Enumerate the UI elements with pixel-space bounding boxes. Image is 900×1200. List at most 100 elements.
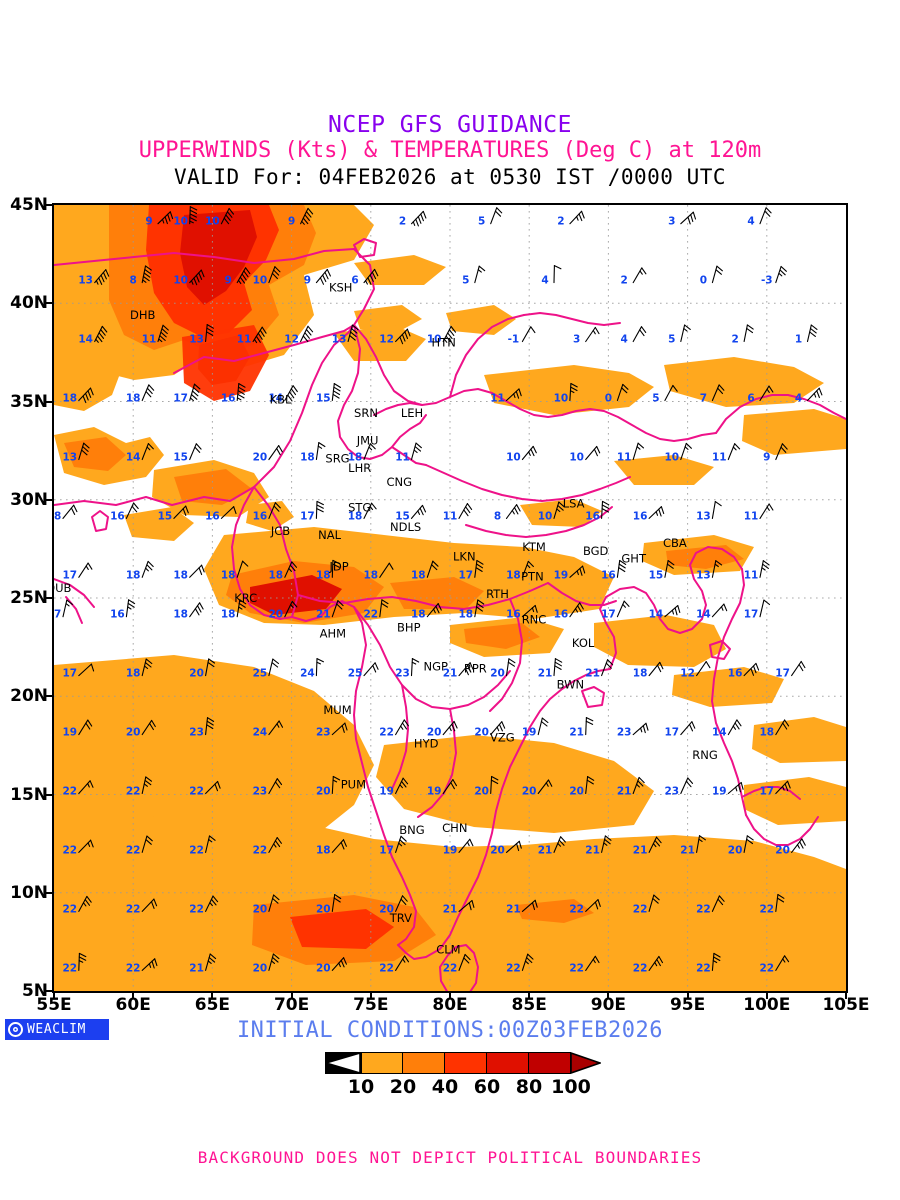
temperature-value: 23 [664, 786, 679, 798]
weaclim-logo-badge[interactable]: WEACLIM [5, 1019, 109, 1040]
wind-barb [632, 442, 645, 461]
map-gridlines [54, 205, 846, 991]
city-label: SRN [354, 406, 378, 420]
city-label: STG [348, 501, 371, 515]
temperature-value: 20 [253, 962, 268, 974]
temperature-value: 10 [253, 275, 268, 287]
wind-barb [78, 562, 93, 578]
wind-barb [363, 443, 376, 461]
colorbar-tick-label: 40 [431, 1076, 459, 1098]
wind-barb [711, 501, 722, 519]
wind-barb [505, 840, 522, 853]
wind-barb [791, 660, 806, 677]
temperature-value: 25 [348, 668, 363, 680]
y-axis-tick: 20N [10, 686, 48, 707]
wind-barb [759, 503, 774, 519]
temperature-value: 4 [795, 393, 802, 405]
temperature-value: 22 [253, 844, 268, 856]
wind-barb [442, 779, 458, 795]
wind-barb [236, 383, 246, 402]
wind-barb [315, 500, 324, 519]
wind-barb [141, 443, 154, 461]
temperature-value: 20 [253, 903, 268, 915]
temperature-value: 8 [130, 275, 137, 287]
temperature-value: 18 [458, 609, 473, 621]
wind-barb [268, 778, 283, 795]
temperature-value: 20 [316, 786, 331, 798]
city-label: JDP [329, 560, 349, 574]
wind-barb [331, 722, 348, 736]
temperature-value: 11 [617, 452, 632, 464]
temperature-value: 4 [621, 334, 628, 346]
temperature-value: 16 [554, 609, 569, 621]
x-axis-tick: 80E [432, 995, 468, 1015]
temperature-value: 18 [221, 609, 236, 621]
city-label: LSA [563, 497, 585, 511]
wind-barb [711, 952, 721, 971]
political-boundaries [54, 238, 846, 991]
colorbar-tick-label: 60 [473, 1076, 501, 1098]
wind-barb [331, 600, 344, 618]
temperature-value: 17 [601, 609, 616, 621]
temperature-value: 20 [522, 786, 537, 798]
temperature-value: 22 [696, 962, 711, 974]
wind-barb [616, 383, 629, 402]
wind-barb [680, 211, 697, 225]
temperature-value: 13 [696, 569, 711, 581]
wind-barb [569, 382, 578, 402]
wind-barb [648, 894, 660, 912]
temperature-value: 13 [696, 510, 711, 522]
wind-barb [141, 384, 155, 402]
temperature-value: 21 [506, 903, 521, 915]
wind-barb [395, 895, 408, 912]
wind-barb [395, 835, 407, 853]
temperature-value: 16 [253, 510, 268, 522]
x-axis-tick: 70E [273, 995, 310, 1015]
y-axis-tick: 45N [10, 195, 48, 215]
wind-barb [505, 504, 521, 519]
temperature-value: 5 [652, 393, 659, 405]
colorbar-legend: 10 20 40 60 80 100 [0, 1052, 900, 1102]
title-line-agency: NCEP GFS GUIDANCE [328, 112, 572, 138]
wind-barb [616, 600, 630, 618]
city-label: KRC [234, 591, 257, 605]
temperature-value: 16 [633, 510, 648, 522]
temperature-value: 2 [557, 216, 564, 228]
temperature-value: 22 [696, 903, 711, 915]
temperature-value: 13 [189, 334, 204, 346]
temperature-value: 10 [173, 216, 188, 228]
map-plot-frame[interactable]: 9 10 10 9 2 5 2 3 4 13 8 10 9 10 9 6 5 4 2 0 -3 14 11 13 11 12 13 1… [52, 203, 848, 993]
colorbar-segment [361, 1052, 403, 1074]
wind-barb [379, 599, 389, 618]
temperature-value: 19 [712, 786, 727, 798]
city-label: BGD [583, 544, 609, 558]
wind-barb [521, 560, 534, 578]
wind-barb [236, 599, 247, 618]
wind-barb [458, 899, 475, 912]
wind-barb [648, 955, 664, 971]
wind-barb [189, 383, 201, 402]
temperature-value: 12 [284, 334, 299, 346]
wind-barb [648, 661, 664, 677]
x-axis-tick: 60E [115, 995, 151, 1015]
city-label: CNG [387, 475, 413, 489]
city-label: HTN [432, 336, 456, 350]
colorbar-segment [403, 1052, 445, 1074]
footer-disclaimer: BACKGROUND DOES NOT DEPICT POLITICAL BOU… [197, 1148, 703, 1167]
wind-barb [806, 324, 818, 343]
colorbar-bands[interactable] [325, 1052, 601, 1074]
wind-barb [537, 717, 549, 736]
colorbar-tick-label: 20 [389, 1076, 417, 1098]
wind-barb [78, 780, 94, 795]
temperature-value: 21 [617, 786, 632, 798]
wind-barb [395, 719, 409, 736]
temperature-value: 21 [538, 844, 553, 856]
temperature-value: 17 [54, 609, 61, 621]
weather-map-canvas[interactable]: 9 10 10 9 2 5 2 3 413 8 10 9 10 9 6 5 4 2 0 -314 11 13 11 12 13 1… [54, 205, 846, 991]
temperature-value: 18 [62, 393, 77, 405]
x-axis-tick: 65E [194, 995, 231, 1015]
temperature-value: 8 [494, 510, 501, 522]
wind-barb [268, 894, 280, 912]
y-axis-tick: 5N [21, 981, 48, 1001]
temperature-value: 14 [78, 334, 93, 346]
